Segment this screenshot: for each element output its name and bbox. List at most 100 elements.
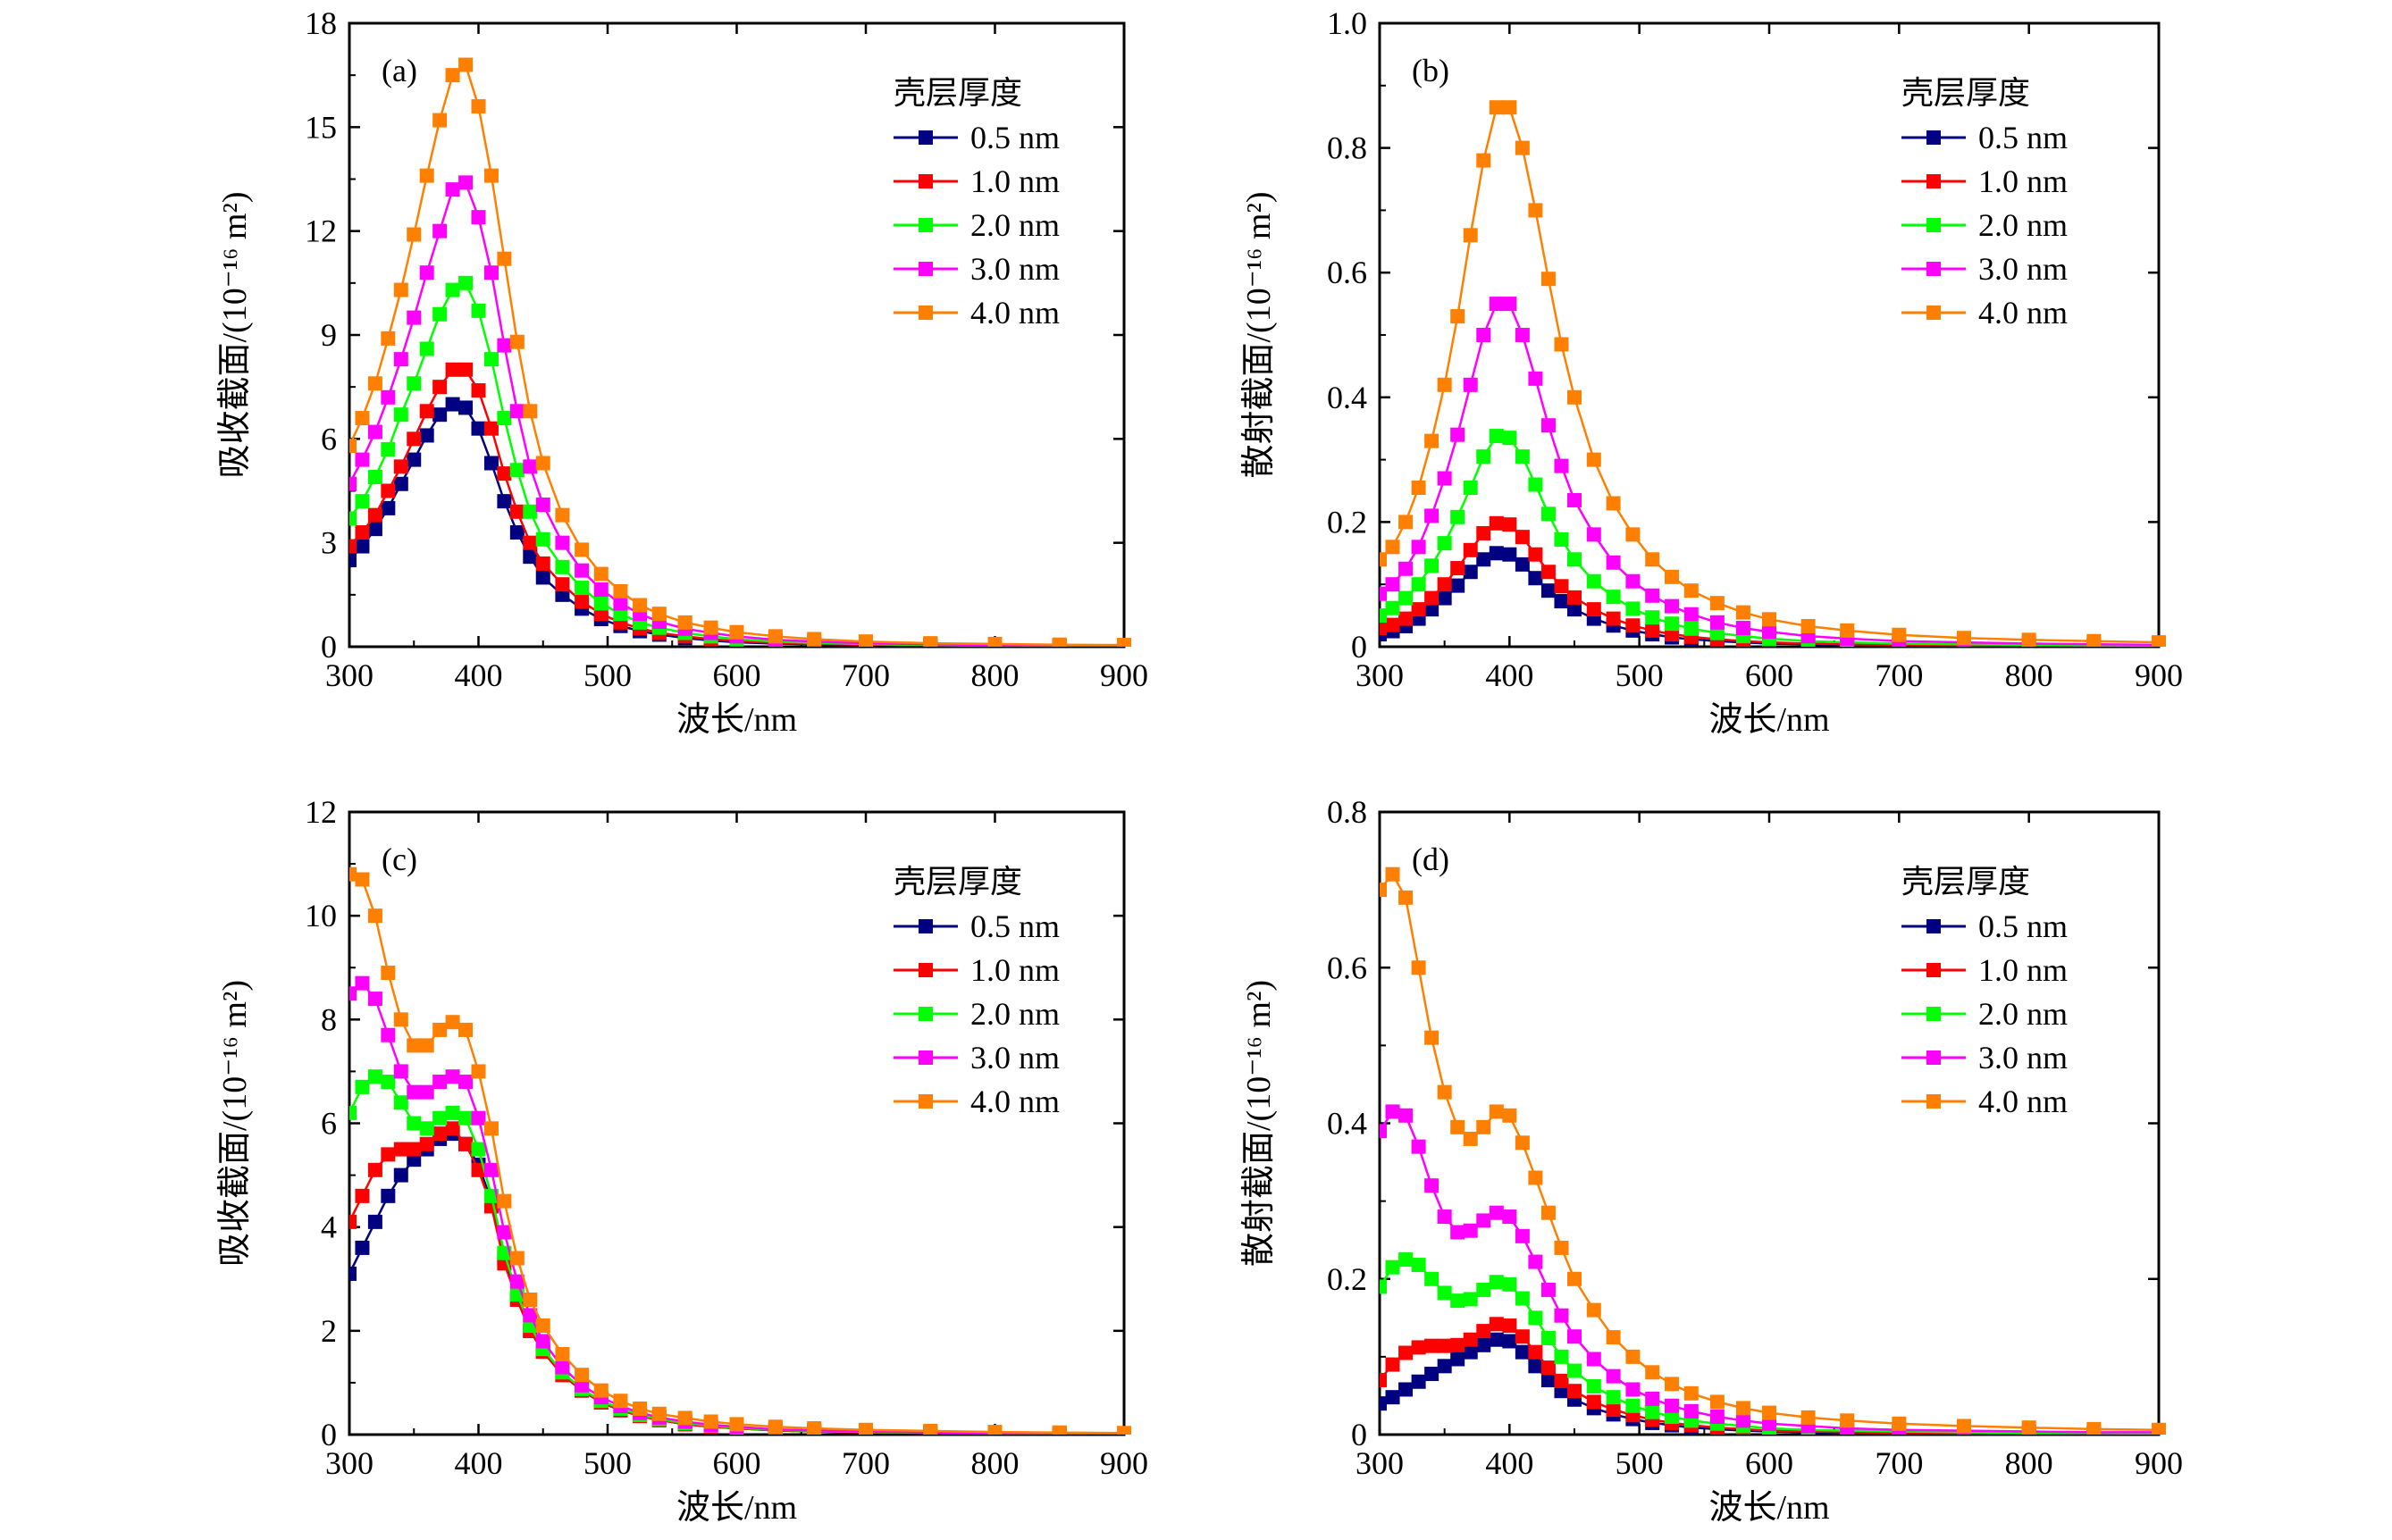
data-point [471,1142,486,1157]
panel-b: 300 400 500 600 700 800 900 0 0.2 0.4 0.6 0.8 1.0 波长/… [1240,5,2183,739]
legend-label: 2.0 nm [970,996,1060,1032]
data-point [1528,1344,1543,1360]
data-point [1892,627,1907,642]
data-point [1528,547,1543,562]
data-point [393,1142,408,1157]
y-tick-label: 3 [321,525,337,561]
data-point [458,362,474,377]
data-point [483,456,499,471]
data-point [1554,458,1569,473]
data-point [349,539,357,554]
legend-marker [1926,1007,1941,1021]
data-point [1502,1276,1517,1292]
x-tick-label: 900 [1100,657,1148,693]
data-point [458,400,474,415]
data-point [381,1188,396,1203]
data-point [393,1064,408,1079]
data-point [445,282,460,297]
data-point [651,607,667,622]
data-point [1411,1258,1426,1273]
data-point [407,310,422,325]
data-point [355,1188,370,1203]
legend-item: 0.5 nm [894,120,1060,155]
data-point [1463,1131,1478,1146]
legend-label: 4.0 nm [970,1084,1060,1119]
data-point [458,1022,474,1037]
data-point [1515,328,1530,342]
data-point [1463,228,1478,243]
data-point [1645,1391,1660,1406]
data-point [393,459,408,474]
data-point [923,1423,938,1435]
data-point [1380,621,1387,636]
legend-title: 壳层厚度 [1901,75,2030,111]
x-tick-label: 500 [1616,657,1664,693]
legend-item: 1.0 nm [894,163,1060,199]
x-tick-label: 400 [1485,1445,1533,1481]
legend-label: 3.0 nm [1978,1040,2068,1075]
data-point [483,265,499,280]
data-point [349,511,357,526]
data-point [1683,621,1699,636]
data-point [1625,1398,1641,1413]
data-point [355,494,370,509]
data-point [509,463,525,478]
data-point [1380,1279,1387,1294]
legend-marker [1926,1050,1941,1065]
data-point [1567,552,1582,567]
data-point [1606,1368,1621,1384]
data-point [471,1110,486,1126]
data-point [509,504,525,519]
data-point [381,331,396,346]
series-2.0-nm [349,275,1131,647]
data-point [1665,1398,1679,1413]
data-point [1892,1416,1907,1431]
data-point [1385,1104,1400,1119]
data-point [535,531,550,547]
data-point [1437,577,1452,592]
y-tick-label: 9 [321,317,337,353]
data-point [349,439,357,454]
data-point [1502,547,1517,562]
legend-item: 2.0 nm [894,996,1060,1032]
data-point [1411,1139,1426,1154]
data-point [1450,1337,1465,1352]
data-point [1586,573,1601,589]
data-point [1567,1363,1582,1378]
data-point [1424,602,1439,617]
y-axis-title: 散射截面/(10⁻¹⁶ m²) [1240,980,1278,1267]
data-point [1463,377,1478,392]
data-point [1437,1084,1452,1100]
legend-item: 2.0 nm [1901,996,2068,1032]
data-point [1709,1394,1725,1410]
data-point [1762,1405,1776,1420]
data-point [445,1121,460,1136]
data-point [483,421,499,436]
data-point [407,1038,422,1053]
data-point [1398,561,1414,576]
data-point [1489,546,1504,561]
data-point [1528,1254,1543,1269]
data-point [1586,1302,1601,1318]
data-point [349,476,357,491]
legend-label: 2.0 nm [970,207,1060,243]
data-point [1411,1340,1426,1355]
data-point [1385,1390,1400,1405]
x-tick-label: 600 [1745,657,1793,693]
data-point [432,223,448,239]
data-point [445,1015,460,1030]
data-point [1476,153,1491,168]
data-point [1540,1360,1556,1376]
data-point [349,553,357,568]
data-point [509,525,525,540]
data-point [1411,577,1426,592]
data-point [1437,377,1452,392]
data-point [355,975,370,991]
data-point [729,1417,744,1432]
data-point [355,539,370,554]
legend-item: 4.0 nm [1901,1084,2068,1119]
data-point [1476,1337,1491,1352]
data-point [1515,1228,1530,1243]
data-point [1840,1413,1855,1428]
data-point [1957,631,1971,646]
